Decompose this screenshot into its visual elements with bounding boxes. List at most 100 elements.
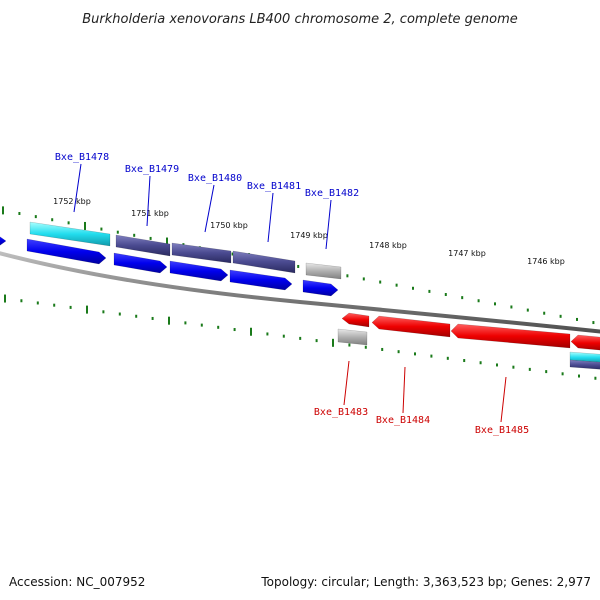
tick-mark	[510, 305, 513, 309]
gene-label-reverse: Bxe_B1485	[475, 425, 529, 436]
kbp-label: 1750 kbp	[210, 221, 248, 230]
gene-arrow	[115, 234, 171, 257]
tick-mark	[184, 321, 187, 325]
tick-mark	[381, 347, 384, 351]
gene-leader-line	[343, 360, 350, 406]
tick-mark	[299, 336, 302, 340]
kbp-label: 1751 kbp	[131, 209, 169, 218]
tick-mark	[4, 294, 6, 303]
tick-mark	[34, 215, 37, 219]
gene-arrow	[171, 242, 232, 264]
gene-arrow	[337, 328, 368, 346]
gene-arrow	[569, 351, 600, 363]
tick-mark	[578, 374, 580, 378]
tick-mark	[543, 311, 546, 315]
gene-label-reverse: Bxe_B1483	[314, 407, 368, 418]
tick-mark	[2, 206, 4, 215]
gene-arrow	[302, 279, 339, 297]
tick-mark	[200, 323, 203, 327]
tick-mark	[297, 264, 300, 268]
gene-arrow	[26, 238, 107, 265]
tick-mark	[395, 283, 398, 287]
gene-arrow	[305, 262, 342, 280]
gene-leader-line	[267, 192, 274, 243]
topology-summary: Topology: circular; Length: 3,363,523 bp…	[260, 575, 591, 589]
gene-label-forward: Bxe_B1480	[188, 173, 242, 184]
tick-mark	[494, 302, 496, 306]
tick-track-outer	[2, 206, 595, 325]
tick-mark	[233, 328, 236, 332]
gene-arrow	[232, 250, 296, 274]
gene-arrow	[29, 221, 111, 247]
tick-mark	[446, 356, 449, 360]
gene-arrow	[569, 359, 600, 370]
tick-mark	[67, 221, 70, 225]
tick-mark	[526, 308, 529, 312]
tick-mark	[18, 211, 21, 215]
tick-mark	[102, 310, 105, 314]
tick-mark	[379, 280, 382, 284]
tick-mark	[463, 359, 466, 363]
tick-mark	[576, 317, 578, 321]
tick-mark	[250, 327, 252, 336]
kbp-label: 1752 kbp	[53, 197, 91, 206]
gene-label-reverse: Bxe_B1484	[376, 415, 430, 426]
gene-label-forward: Bxe_B1481	[247, 181, 301, 192]
gene-arrow	[169, 260, 229, 282]
tick-mark	[149, 236, 152, 240]
kbp-label: 1749 kbp	[290, 231, 328, 240]
tick-mark	[133, 233, 136, 237]
gene-leader-line	[204, 184, 215, 233]
tick-mark	[412, 286, 414, 290]
tick-mark	[512, 365, 515, 369]
gene-arrow	[229, 269, 293, 291]
gene-leader-line	[402, 366, 406, 414]
gene-arrow	[371, 315, 451, 338]
tick-mark	[561, 372, 564, 376]
tick-mark	[51, 218, 54, 222]
gene-label-forward: Bxe_B1482	[305, 188, 359, 199]
tick-mark	[479, 361, 482, 365]
tick-mark	[414, 352, 416, 356]
tick-mark	[444, 293, 447, 297]
tick-track-inner	[4, 294, 597, 380]
tick-mark	[428, 289, 431, 293]
tick-mark	[151, 316, 154, 320]
gene-arrow	[450, 323, 571, 349]
tick-mark	[231, 252, 234, 256]
tick-mark	[332, 338, 334, 347]
gene-features	[0, 221, 600, 370]
tick-mark	[266, 332, 269, 336]
tick-mark	[461, 296, 464, 300]
kbp-label: 1747 kbp	[448, 249, 486, 258]
tick-mark	[348, 343, 351, 347]
accession-text: Accession: NC_007952	[9, 575, 145, 589]
kbp-scale-labels: 1752 kbp 1751 kbp 1750 kbp 1749 kbp 1748 kbp…	[53, 197, 565, 266]
tick-mark	[53, 303, 56, 307]
gene-arrow	[570, 334, 600, 351]
gene-leader-line	[325, 199, 332, 250]
gene-leader-line	[500, 376, 507, 423]
gene-label-forward: Bxe_B1478	[55, 152, 109, 163]
tick-mark	[496, 363, 498, 367]
tick-mark	[528, 367, 531, 371]
gene-arrow	[0, 236, 7, 246]
tick-mark	[430, 354, 433, 358]
gene-arrow	[341, 312, 370, 328]
map-title: Burkholderia xenovorans LB400 chromosome…	[82, 12, 518, 27]
tick-mark	[594, 376, 597, 380]
tick-mark	[166, 237, 168, 246]
tick-mark	[69, 305, 72, 309]
gene-arrow	[113, 252, 168, 274]
tick-mark	[118, 312, 121, 316]
gene-leader-line	[146, 175, 151, 227]
tick-mark	[36, 301, 39, 305]
chromosome-backbone	[0, 251, 600, 334]
tick-mark	[116, 230, 119, 234]
kbp-label: 1748 kbp	[369, 241, 407, 250]
tick-mark	[86, 305, 88, 314]
tick-mark	[217, 325, 220, 329]
tick-mark	[477, 299, 480, 303]
tick-mark	[84, 221, 86, 230]
